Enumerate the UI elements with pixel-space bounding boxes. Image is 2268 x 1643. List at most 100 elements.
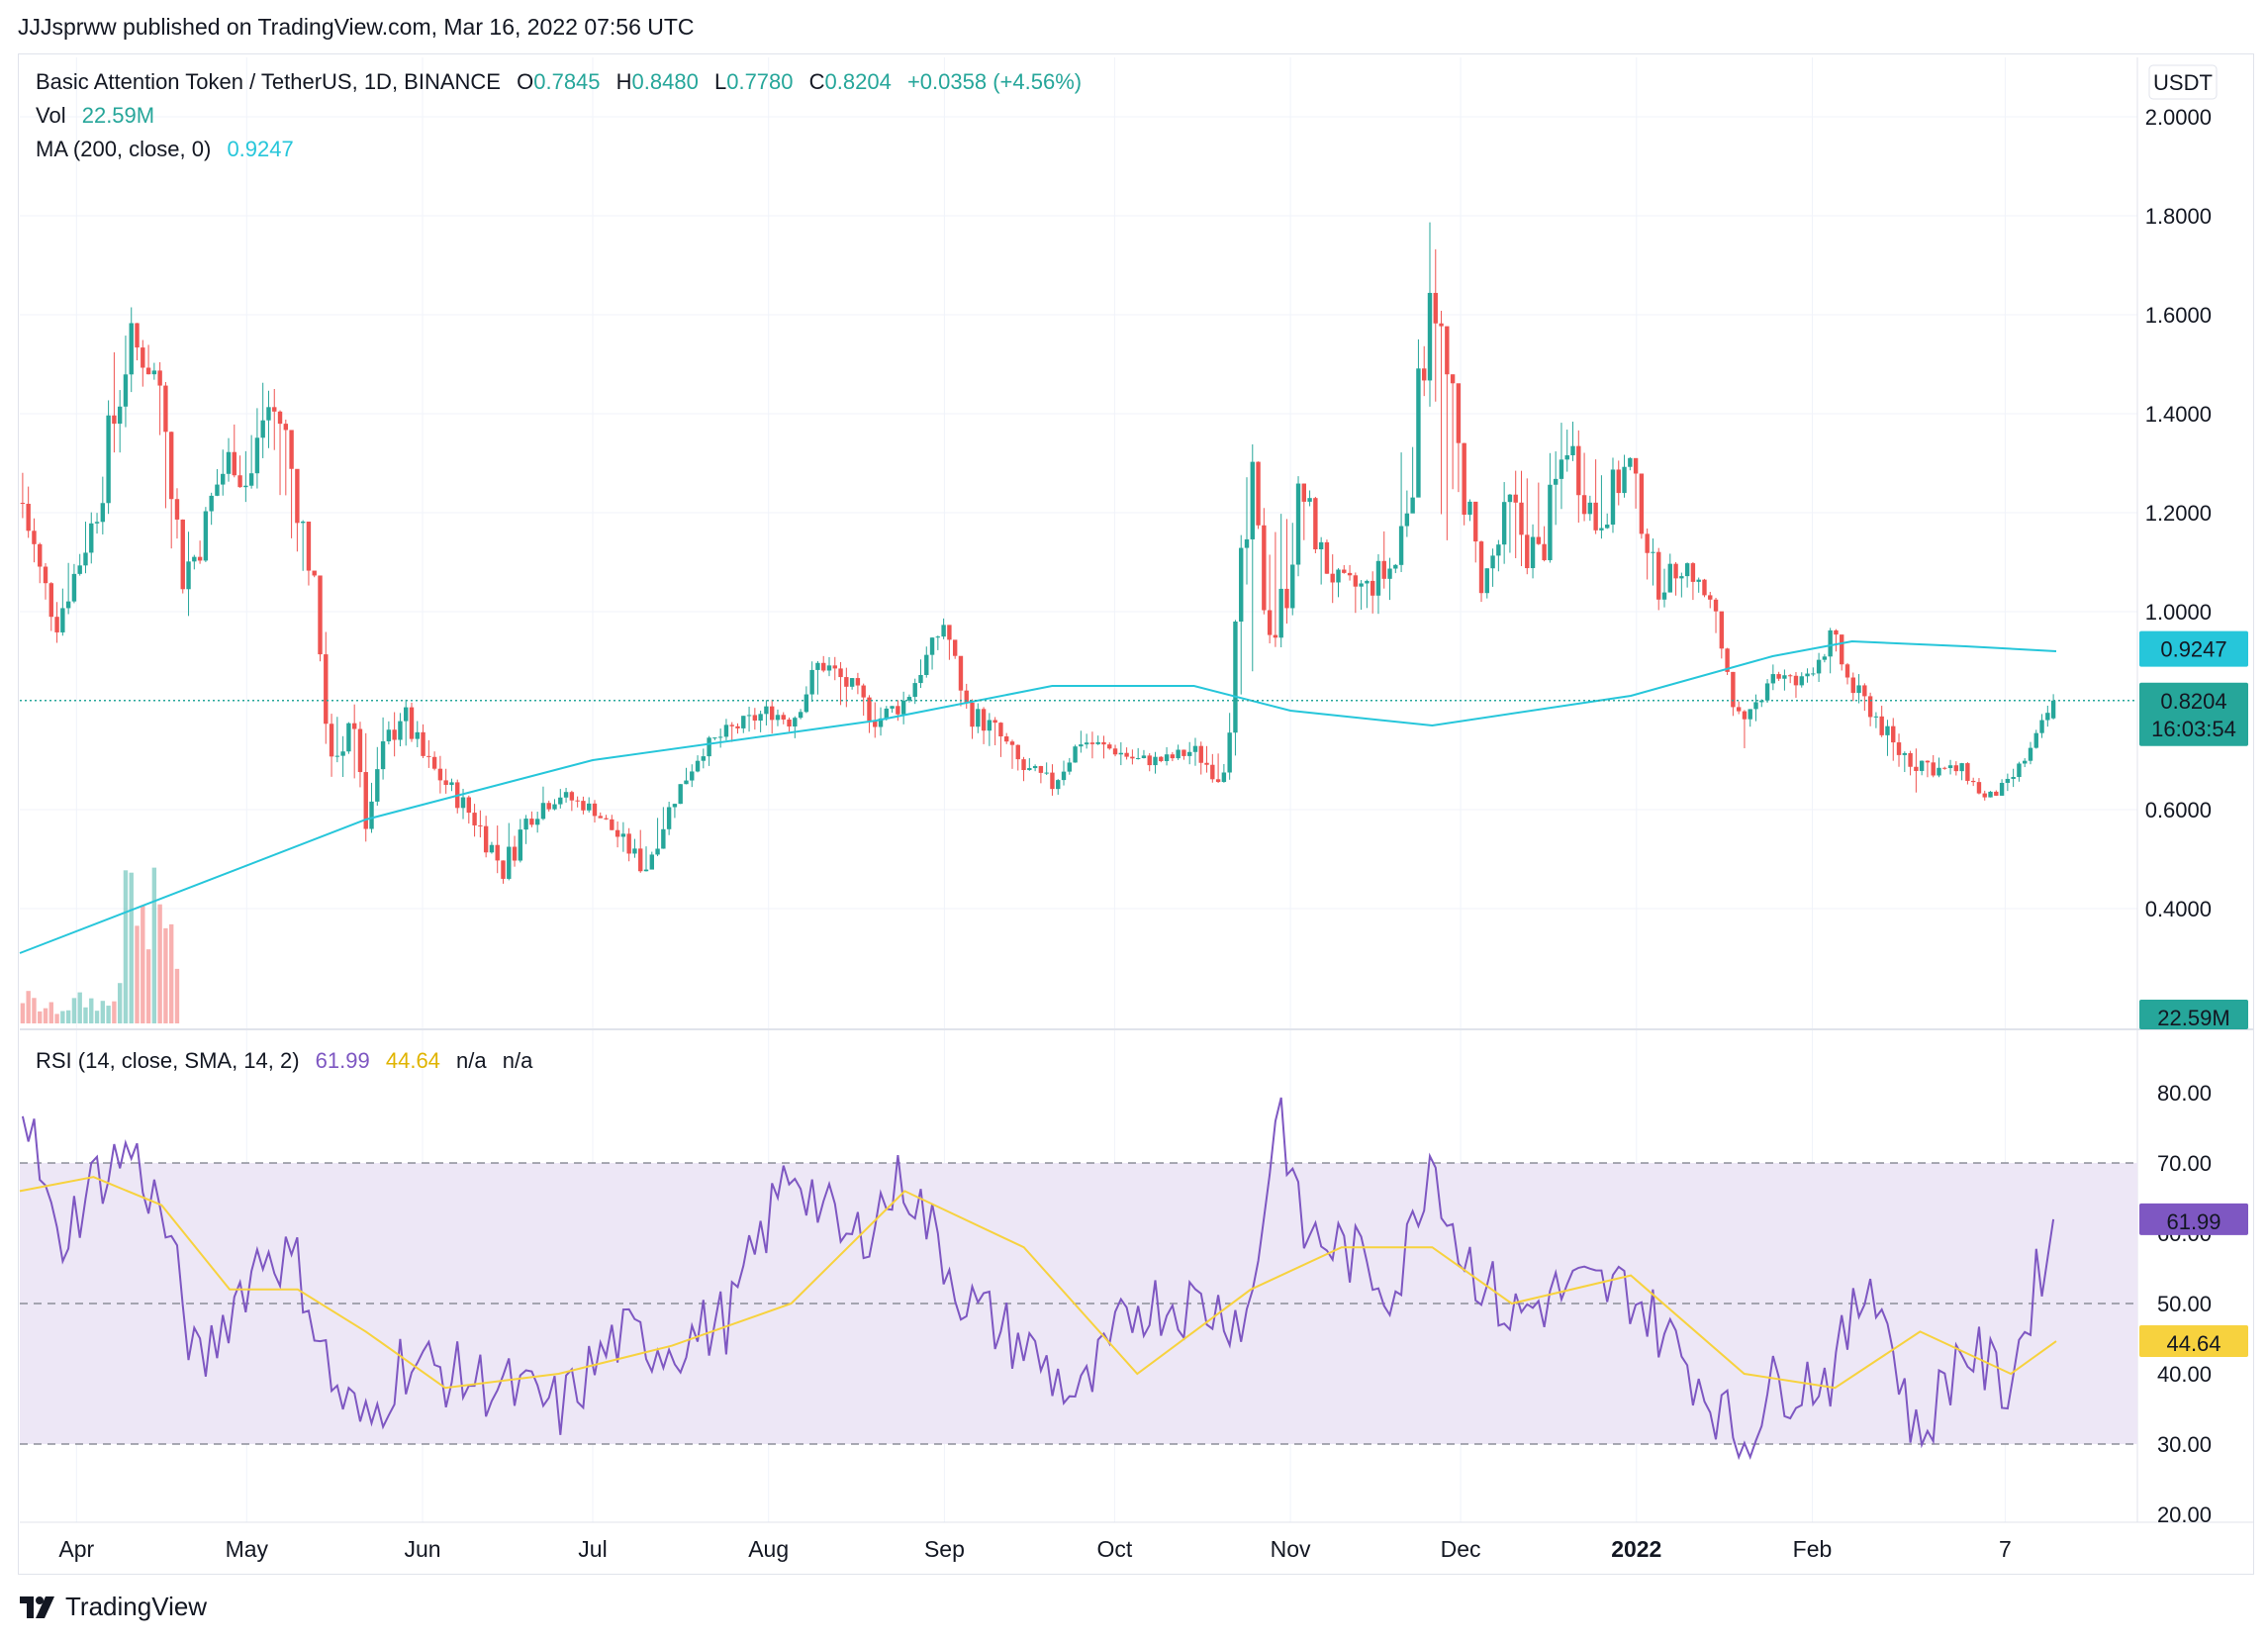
- volume-bar: [65, 1010, 71, 1023]
- candle-body: [918, 674, 923, 684]
- candle-body: [94, 522, 100, 524]
- candle-body: [1135, 757, 1141, 759]
- rsi-sma-line: [19, 1176, 2057, 1390]
- candle-body: [976, 709, 981, 727]
- rsi-tick-label: 70.00: [2157, 1151, 2212, 1176]
- candle-body: [512, 846, 518, 861]
- candle-body: [558, 797, 563, 805]
- currency-badge-text: USDT: [2153, 70, 2213, 95]
- candle-body: [1965, 763, 1970, 781]
- candle-body: [855, 678, 861, 686]
- volume-label[interactable]: Vol: [36, 103, 66, 128]
- rsi-legend: RSI (14, close, SMA, 14, 2) 61.99 44.64 …: [36, 1048, 542, 1074]
- candle-body: [351, 723, 357, 729]
- candle-body: [489, 844, 495, 853]
- candle-body: [1879, 716, 1884, 735]
- rsi-tick-label: 30.00: [2157, 1432, 2212, 1457]
- candle-body: [1410, 497, 1415, 514]
- candle-body: [180, 519, 185, 590]
- tradingview-footer[interactable]: TradingView: [18, 1592, 207, 1622]
- candle-body: [1147, 755, 1152, 766]
- candle-body: [666, 807, 672, 829]
- candle-body: [1164, 754, 1170, 761]
- candle-body: [2045, 713, 2050, 721]
- candle-body: [987, 720, 992, 731]
- candle-body: [163, 385, 168, 433]
- candle-body: [1416, 368, 1421, 498]
- candle-body: [1313, 498, 1318, 549]
- volume-bar: [145, 949, 151, 1023]
- price-tick-label: 1.2000: [2145, 501, 2212, 526]
- candle-body: [1456, 383, 1462, 443]
- volume-value: 22.59M: [81, 103, 155, 128]
- candle-body: [1822, 656, 1828, 660]
- volume-bar: [38, 1011, 43, 1023]
- candle-body: [1507, 494, 1513, 503]
- candle-body: [1593, 502, 1598, 531]
- candle-body: [1398, 526, 1404, 565]
- candle-body: [1937, 767, 1941, 776]
- candle-body: [626, 833, 631, 854]
- candle-body: [1947, 765, 1953, 769]
- candle-body: [900, 700, 906, 715]
- candle-body: [221, 473, 226, 485]
- candle-body: [1422, 368, 1427, 381]
- candle-body: [1519, 502, 1524, 535]
- chart-frame[interactable]: [18, 53, 2254, 1575]
- candle-body: [998, 723, 1003, 737]
- volume-bar: [157, 904, 162, 1023]
- candle-body: [861, 685, 866, 698]
- candle-body: [1038, 766, 1044, 773]
- candle-body: [369, 801, 374, 829]
- candle-body: [1553, 478, 1559, 485]
- candle-body: [77, 565, 82, 574]
- candle-body: [924, 654, 929, 675]
- candle-body: [1170, 754, 1176, 759]
- candle-body: [1044, 772, 1049, 774]
- close-price-badge-text: 0.8204: [2160, 689, 2226, 714]
- candle-body: [1862, 685, 1867, 697]
- candle-body: [507, 846, 512, 879]
- candle-body: [501, 860, 506, 879]
- candle-body: [1764, 683, 1770, 701]
- candle-body: [1570, 445, 1575, 456]
- candle-body: [1988, 791, 1993, 798]
- candle-body: [849, 678, 855, 687]
- candle-body: [26, 504, 31, 532]
- candle-body: [431, 756, 437, 769]
- candle-body: [1708, 595, 1713, 600]
- candle-body: [1599, 528, 1604, 531]
- candle-body: [632, 848, 637, 854]
- candle-body: [2005, 778, 2011, 783]
- candle-body: [89, 523, 94, 553]
- legend-symbol[interactable]: Basic Attention Token / TetherUS, 1D, BI…: [36, 69, 501, 94]
- candle-body: [1805, 673, 1810, 677]
- volume-bar: [135, 925, 140, 1023]
- rsi-label[interactable]: RSI (14, close, SMA, 14, 2): [36, 1048, 300, 1073]
- candle-body: [283, 424, 289, 431]
- candle-body: [1793, 675, 1799, 686]
- volume-bar: [168, 923, 174, 1023]
- candle-body: [717, 736, 723, 738]
- candle-body: [43, 566, 48, 584]
- candle-body: [1490, 555, 1495, 569]
- candle-body: [48, 583, 53, 618]
- candle-body: [540, 803, 546, 820]
- ma-value: 0.9247: [227, 137, 294, 161]
- candle-body: [106, 415, 111, 504]
- candle-body: [324, 654, 329, 725]
- candle-body: [1673, 563, 1678, 579]
- candle-body: [1067, 762, 1072, 772]
- candle-body: [65, 601, 71, 609]
- candle-body: [1450, 374, 1456, 384]
- candle-body: [941, 625, 946, 637]
- candle-body: [357, 728, 363, 773]
- candle-body: [1307, 498, 1312, 502]
- candle-body: [495, 844, 500, 861]
- ma-label[interactable]: MA (200, close, 0): [36, 137, 212, 161]
- volume-bar: [89, 998, 94, 1023]
- candle-body: [610, 819, 614, 830]
- candle-body: [437, 768, 443, 781]
- candle-body: [1089, 742, 1095, 744]
